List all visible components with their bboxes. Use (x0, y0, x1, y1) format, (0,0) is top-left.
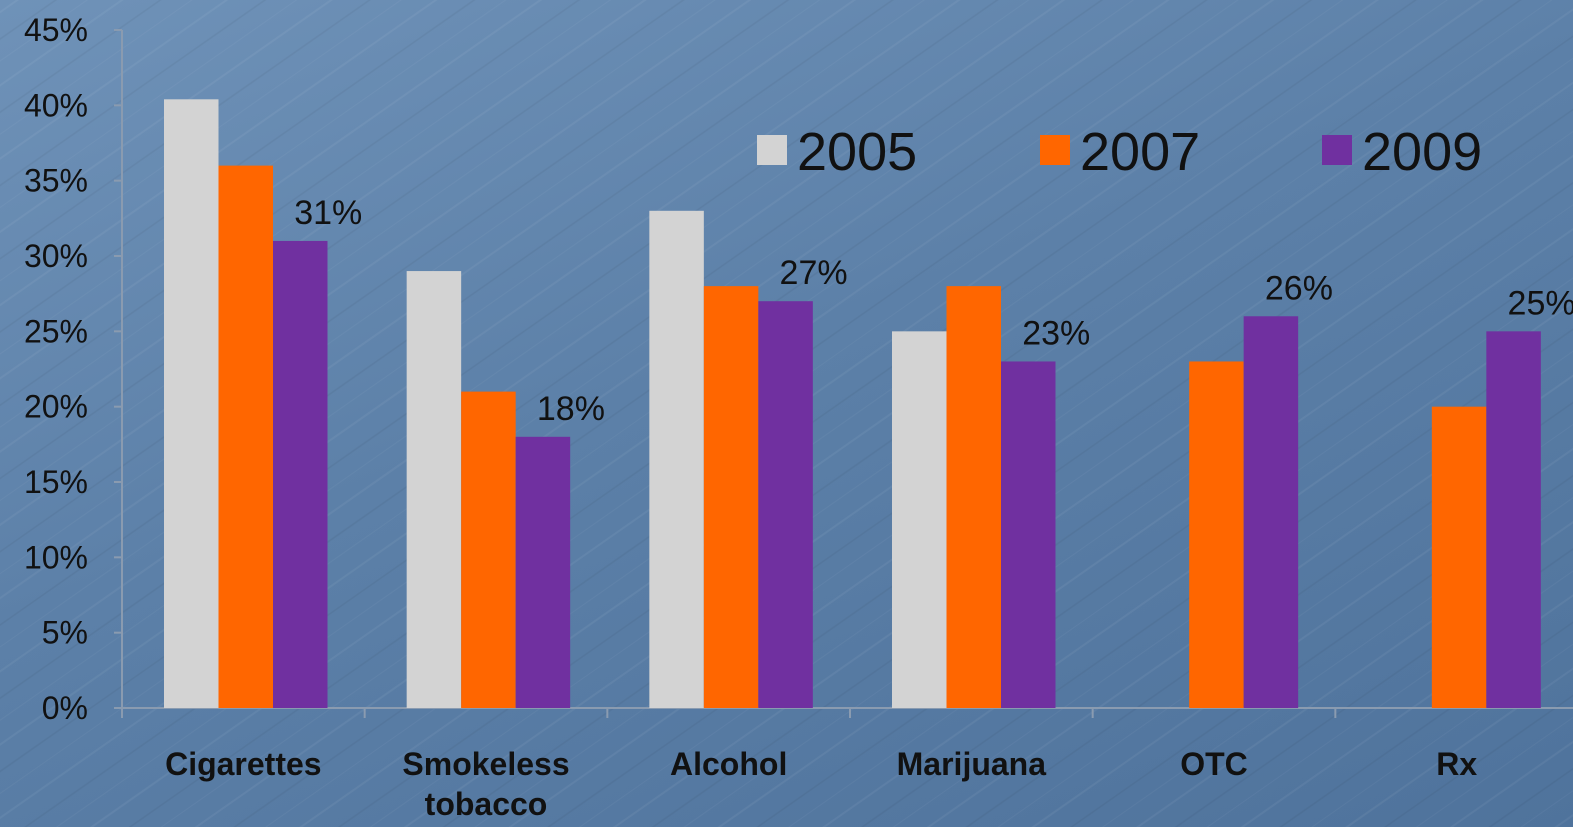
x-category-label: OTC (1180, 746, 1248, 782)
bars (164, 99, 1541, 709)
bar-2007 (1189, 361, 1244, 708)
legend-label-2005: 2005 (797, 122, 917, 182)
legend-swatch-2009 (1322, 135, 1352, 165)
data-label: 31% (294, 194, 362, 232)
legend-label-2007: 2007 (1080, 122, 1200, 182)
data-labels: 31% 18% 27% 23% 26% 25% (294, 194, 1573, 428)
legend-swatch-2005 (757, 135, 787, 165)
bar-2005 (164, 99, 219, 709)
bar-2009 (1001, 361, 1056, 708)
y-tick-label: 25% (24, 313, 88, 349)
x-category-label: Alcohol (670, 746, 787, 782)
axes: 0% 5% 10% 15% 20% 25% 30% 35% 40% 45% Cigarettes Sm… (24, 12, 1573, 822)
legend: 2005 2007 2009 (757, 122, 1482, 182)
y-tick-label: 10% (24, 539, 88, 575)
y-tick-label: 45% (24, 12, 88, 48)
y-tick-label: 35% (24, 163, 88, 199)
x-category-label: Cigarettes (165, 746, 322, 782)
data-label: 26% (1265, 269, 1333, 307)
bar-2009 (1486, 331, 1541, 708)
bar-2005 (406, 271, 462, 708)
y-tick-label: 20% (24, 389, 88, 425)
bar-2005 (892, 331, 947, 708)
bar-2009 (515, 436, 571, 708)
bar-2007 (461, 391, 516, 708)
bar-2005 (649, 210, 704, 709)
bar-2007 (703, 286, 759, 708)
x-category-label: tobacco (425, 786, 548, 822)
data-label: 18% (537, 390, 605, 428)
bar-2009 (273, 240, 328, 708)
y-tick-label: 30% (24, 238, 88, 274)
x-category-label: Rx (1436, 746, 1477, 782)
y-tick-label: 5% (42, 615, 88, 651)
bar-2007 (1431, 406, 1487, 708)
legend-label-2009: 2009 (1362, 122, 1482, 182)
bar-2009 (1243, 316, 1299, 708)
data-label: 23% (1022, 314, 1090, 352)
y-tick-label: 40% (24, 87, 88, 123)
data-label: 27% (780, 254, 848, 292)
y-tick-label: 15% (24, 464, 88, 500)
bar-2007 (946, 286, 1001, 708)
x-category-label: Marijuana (897, 746, 1047, 782)
data-label: 25% (1508, 284, 1573, 322)
bar-2009 (758, 301, 813, 708)
x-category-label: Smokeless (402, 746, 569, 782)
y-tick-label: 0% (42, 690, 88, 726)
bar-2007 (218, 165, 273, 709)
legend-swatch-2007 (1040, 135, 1070, 165)
